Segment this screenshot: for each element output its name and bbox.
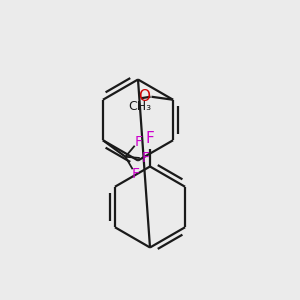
Text: CH₃: CH₃ [128, 100, 151, 113]
Text: F: F [146, 131, 154, 146]
Text: F: F [131, 167, 139, 181]
Text: F: F [141, 152, 149, 166]
Text: O: O [138, 89, 150, 104]
Text: F: F [134, 135, 142, 148]
